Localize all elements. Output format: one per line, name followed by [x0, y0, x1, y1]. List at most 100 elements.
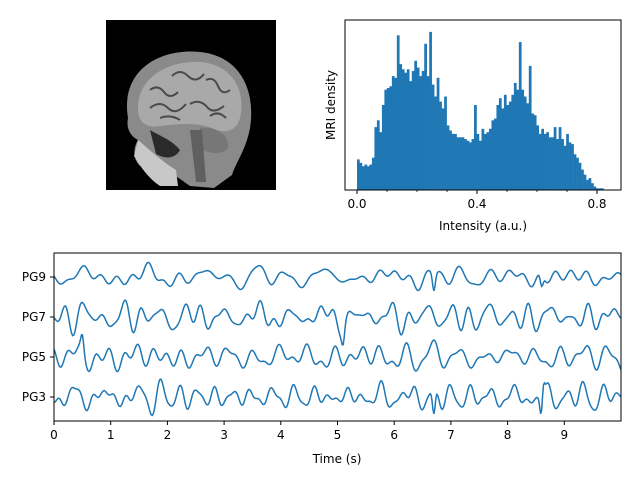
histogram-bar — [474, 105, 477, 190]
mri-gyrus — [149, 103, 187, 113]
eeg-trace-pg3 — [54, 378, 621, 417]
histogram-bar — [361, 166, 365, 190]
histogram-bar — [501, 108, 505, 190]
histogram-bar — [513, 82, 517, 190]
histogram-bar — [461, 137, 465, 190]
histogram-bar — [379, 132, 383, 190]
histogram-bar — [586, 179, 589, 190]
histogram-bar — [466, 140, 470, 190]
histogram-bar — [573, 154, 577, 190]
histogram-bar — [571, 144, 574, 190]
mri-gyrus — [205, 77, 231, 94]
histogram-bar — [424, 43, 427, 190]
histogram-bar — [591, 183, 594, 190]
histogram-bar — [556, 139, 559, 190]
histogram-bar — [528, 65, 532, 190]
eeg-trace-pg5 — [54, 333, 621, 373]
histogram-bar — [503, 94, 507, 190]
histogram-bar — [441, 108, 445, 190]
histogram-bar — [449, 130, 452, 190]
histogram-bar — [488, 128, 492, 190]
eeg-x-ticks: 0 1 2 3 4 5 6 7 8 9 — [50, 421, 568, 442]
histogram-bar — [414, 60, 418, 190]
histogram-bar — [394, 77, 398, 190]
histogram-bar — [464, 139, 467, 190]
histogram-bar — [364, 164, 368, 190]
histogram-bar — [543, 133, 547, 190]
histogram-bar — [516, 89, 520, 190]
mri-gyrus — [159, 115, 181, 121]
histogram-bar — [588, 178, 592, 190]
mri-gyrus — [209, 112, 227, 119]
histogram-bar — [601, 188, 604, 190]
histogram-bar — [578, 162, 582, 190]
histogram-bar — [416, 67, 420, 190]
histogram-bar — [533, 115, 537, 190]
histogram-ylabel: MRI density — [324, 70, 338, 140]
mri-gyrus — [171, 71, 205, 81]
histogram-bar — [426, 76, 430, 190]
histogram-bar — [419, 76, 422, 190]
histogram-bar — [538, 133, 542, 190]
histogram-bar — [521, 89, 525, 190]
histogram-bar — [541, 128, 544, 190]
eeg-tick-label: 4 — [277, 428, 285, 442]
histogram-tick-label: 0.8 — [587, 197, 606, 211]
mri-gyrus — [149, 86, 179, 97]
mri-sinus — [150, 130, 180, 158]
mri-head-sagittal — [126, 51, 252, 189]
histogram-bar — [404, 72, 408, 190]
eeg-trace-pg9 — [54, 261, 621, 292]
histogram-bar — [469, 142, 472, 190]
mri-face — [134, 140, 178, 186]
histogram-bar — [566, 133, 569, 190]
histogram-bar — [486, 132, 490, 190]
histogram-bar — [357, 159, 360, 190]
histogram-bar — [498, 98, 502, 190]
histogram-bar — [493, 118, 497, 190]
histogram-xlabel: Intensity (a.u.) — [439, 219, 527, 233]
histogram-bar — [523, 96, 527, 190]
histogram-bar — [483, 133, 487, 190]
histogram-bar — [511, 94, 515, 190]
eeg-tick-label: 7 — [447, 428, 455, 442]
histogram-bar — [389, 86, 393, 190]
histogram-bar — [436, 77, 440, 190]
histogram-bar — [583, 174, 587, 190]
eeg-channel-label: PG3 — [22, 390, 46, 404]
histogram-bar — [439, 101, 442, 190]
histogram-bar — [576, 157, 579, 190]
histogram-tick-label: 0.4 — [467, 197, 486, 211]
histogram-bar — [369, 164, 373, 190]
mri-cerebellum — [198, 127, 229, 154]
eeg-trace-pg7 — [54, 299, 621, 346]
histogram-bar — [548, 137, 552, 190]
histogram-bar — [411, 71, 415, 190]
histogram-bar — [371, 157, 375, 190]
eeg-tick-label: 9 — [560, 428, 568, 442]
histogram-bar — [526, 103, 530, 190]
eeg-channel-ticks: PG9 PG7 PG5 PG3 — [22, 270, 54, 404]
histogram-bar — [434, 96, 437, 190]
histogram-bar — [558, 127, 562, 190]
histogram-bar — [366, 166, 370, 190]
histogram-bar — [384, 89, 388, 190]
histogram-bar — [421, 71, 425, 190]
histogram-bar — [518, 42, 522, 190]
eeg-tick-label: 1 — [107, 428, 115, 442]
histogram-bar — [581, 169, 584, 190]
mri-gyrus — [189, 100, 225, 112]
histogram-bar — [598, 188, 602, 190]
histogram-bar — [391, 76, 395, 190]
eeg-tick-label: 8 — [504, 428, 512, 442]
histogram-bar — [409, 81, 413, 190]
histogram-bar — [593, 186, 597, 190]
histogram-bars — [357, 31, 604, 191]
histogram-bar — [451, 133, 455, 190]
eeg-panel: 0 1 2 3 4 5 6 7 8 9 PG9 PG7 PG5 PG3 Time (s) — [22, 252, 622, 466]
histogram-bar — [551, 137, 554, 190]
histogram-bar — [481, 128, 485, 190]
histogram-bar — [479, 140, 482, 190]
histogram-bar — [396, 35, 400, 190]
histogram-bar — [553, 127, 557, 190]
